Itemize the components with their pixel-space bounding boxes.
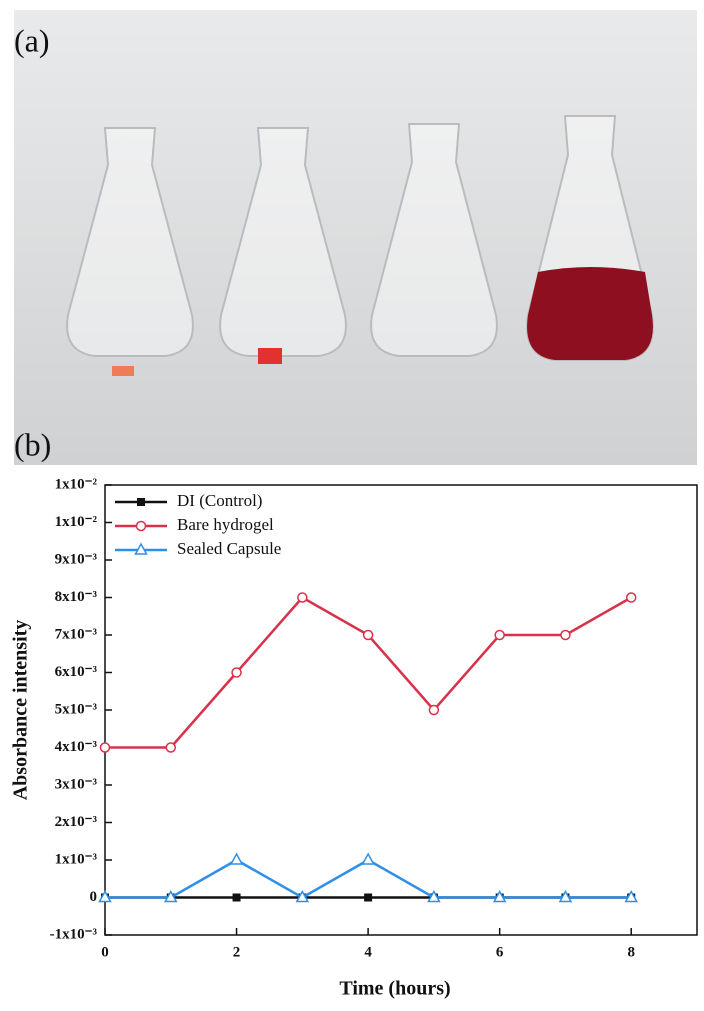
legend-marker: [134, 542, 148, 555]
capsule: [258, 348, 282, 364]
dye-solution: [527, 267, 653, 360]
data-point: [560, 629, 571, 641]
legend-marker: [137, 498, 145, 506]
flask: [219, 127, 347, 357]
flask: [66, 127, 194, 357]
data-point: [229, 852, 244, 865]
legend-marker: [135, 520, 147, 532]
data-point: [494, 629, 505, 641]
y-tick-label: 8x10⁻³: [55, 589, 98, 605]
y-tick-label: 0: [90, 889, 98, 905]
data-point: [98, 889, 112, 903]
data-point: [232, 893, 241, 902]
hydrogel-cube: [112, 366, 134, 376]
data-point: [364, 893, 373, 902]
data-point: [231, 667, 242, 678]
photo-background: [14, 10, 697, 465]
photo: [14, 10, 697, 465]
flask: [370, 123, 498, 357]
data-point: [427, 889, 441, 903]
x-tick-label: 4: [364, 944, 372, 960]
data-point: [492, 889, 507, 903]
x-tick-label: 2: [233, 944, 241, 960]
y-tick-label: 1x10⁻²: [55, 514, 98, 530]
y-tick-label: -1x10⁻³: [50, 926, 98, 942]
y-tick-label: 1x10⁻³: [55, 851, 98, 867]
panel-label: (a): [14, 22, 50, 58]
data-point: [99, 742, 111, 753]
y-tick-label: 6x10⁻³: [55, 664, 98, 680]
y-tick-label: 3x10⁻³: [55, 776, 98, 792]
x-axis-label: Time (hours): [339, 978, 450, 1000]
y-tick-label: 7x10⁻³: [55, 626, 98, 642]
y-tick-label: 4x10⁻³: [55, 739, 98, 755]
data-point: [165, 742, 177, 753]
data-point: [428, 704, 440, 716]
legend-label: DI (Control): [177, 491, 262, 510]
data-point: [361, 852, 375, 865]
series-line: [105, 595, 632, 749]
x-tick-label: 0: [101, 944, 109, 960]
data-point: [624, 889, 638, 903]
data-point: [362, 629, 374, 641]
legend-label: Bare hydrogel: [177, 515, 274, 534]
data-point: [558, 889, 573, 903]
y-tick-label: 1x10⁻²: [55, 476, 98, 492]
y-tick-label: 5x10⁻³: [55, 701, 98, 717]
data-point: [297, 592, 308, 603]
y-axis-label: Absorbance intensity: [10, 620, 32, 801]
panel-label: (b): [14, 426, 51, 462]
y-tick-label: 9x10⁻³: [55, 551, 98, 567]
legend-label: Sealed Capsule: [177, 539, 281, 558]
series-line: [105, 858, 632, 899]
data-point: [625, 592, 637, 603]
y-tick-label: 2x10⁻³: [55, 814, 98, 830]
x-tick-label: 8: [627, 944, 635, 960]
data-point: [295, 889, 310, 903]
data-point: [164, 889, 178, 903]
x-tick-label: 6: [496, 944, 504, 960]
